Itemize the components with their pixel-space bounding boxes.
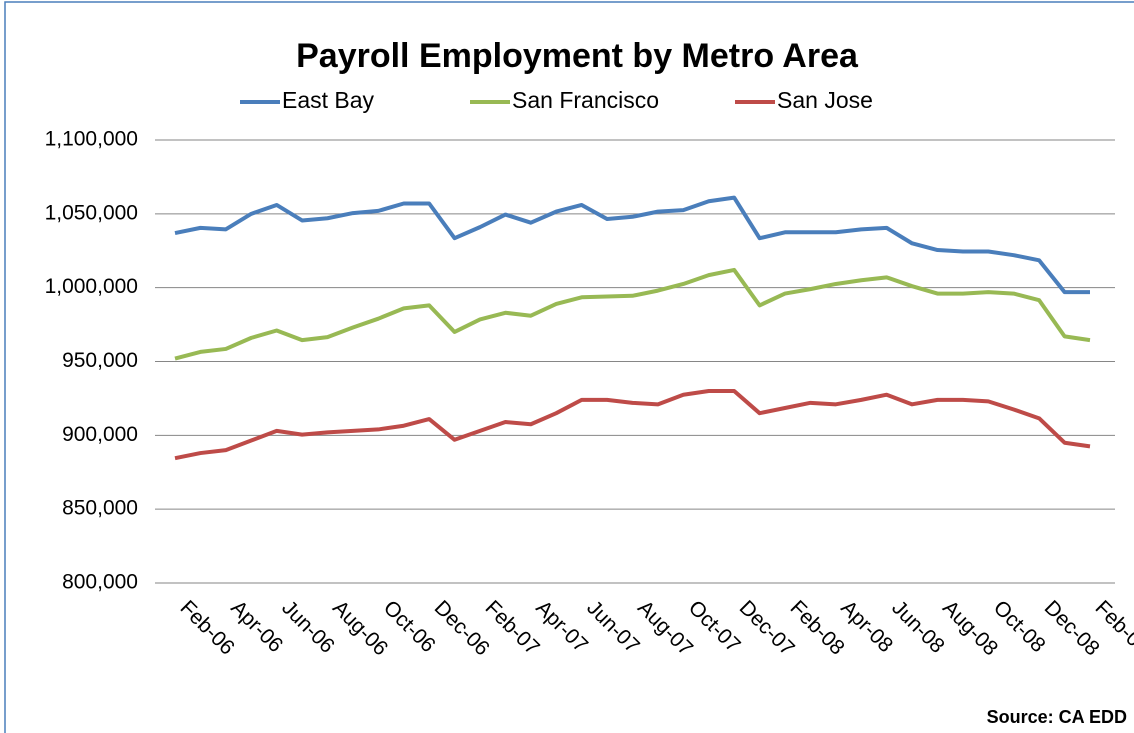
chart-border bbox=[4, 1, 1134, 733]
x-tick-label: Jun-08 bbox=[887, 596, 949, 658]
x-tick-label: Apr-06 bbox=[226, 596, 287, 657]
series-line bbox=[174, 195, 1090, 295]
y-tick-label: 850,000 bbox=[62, 497, 138, 520]
x-tick-label: Apr-07 bbox=[531, 596, 592, 657]
x-tick-label: Feb-07 bbox=[481, 596, 544, 659]
x-tick-label: Aug-07 bbox=[633, 596, 697, 660]
x-tick-label: Aug-08 bbox=[938, 596, 1002, 660]
x-tick-label: Aug-06 bbox=[328, 596, 392, 660]
legend-label: San Jose bbox=[777, 87, 873, 113]
x-tick-label: Dec-06 bbox=[430, 596, 494, 660]
y-tick-label: 1,000,000 bbox=[45, 275, 138, 298]
source-note: Source: CA EDD bbox=[987, 707, 1127, 727]
y-tick-label: 1,050,000 bbox=[45, 201, 138, 224]
legend-label: San Francisco bbox=[512, 87, 659, 113]
x-tick-label: Apr-08 bbox=[836, 596, 897, 657]
y-tick-label: 900,000 bbox=[62, 423, 138, 446]
x-tick-label: Feb-08 bbox=[786, 596, 849, 659]
y-tick-label: 950,000 bbox=[62, 349, 138, 372]
y-tick-label: 1,100,000 bbox=[45, 128, 138, 151]
y-tick-label: 800,000 bbox=[62, 571, 138, 594]
x-tick-label: Jun-07 bbox=[582, 596, 644, 658]
legend-label: East Bay bbox=[282, 87, 375, 113]
x-tick-label: Jun-06 bbox=[277, 596, 339, 658]
series-line bbox=[174, 267, 1091, 361]
x-tick-label: Dec-07 bbox=[735, 596, 799, 660]
chart-title: Payroll Employment by Metro Area bbox=[296, 37, 859, 75]
x-tick-label: Dec-08 bbox=[1040, 596, 1104, 660]
x-tick-label: Feb-06 bbox=[176, 596, 239, 659]
series-line bbox=[174, 389, 1091, 461]
